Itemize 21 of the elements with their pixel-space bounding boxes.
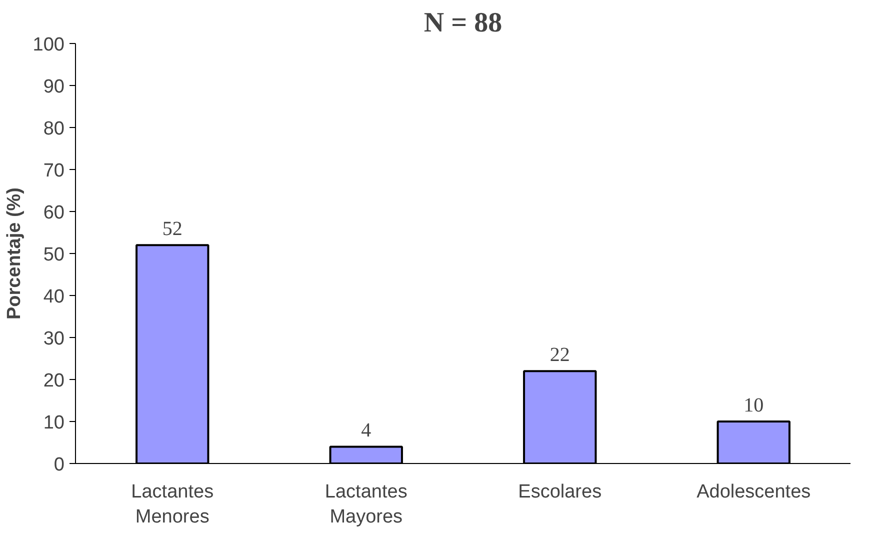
chart-title: N = 88	[424, 8, 502, 38]
x-tick-label: Adolescentes	[696, 482, 811, 502]
data-label: 4	[361, 420, 372, 442]
y-tick-label: 60	[43, 202, 65, 224]
y-tick-label: 0	[54, 454, 65, 476]
data-label: 52	[162, 218, 182, 240]
y-tick-label: 70	[43, 160, 65, 182]
y-tick-label: 80	[43, 118, 65, 140]
y-tick-label: 100	[32, 34, 64, 56]
x-tick-label: Escolares	[518, 482, 602, 502]
y-tick-label: 10	[43, 412, 65, 434]
y-tick-label: 30	[43, 328, 65, 350]
y-tick-label: 20	[43, 370, 65, 392]
x-tick-label: Lactantes Menores	[131, 482, 214, 528]
data-label: 22	[550, 344, 570, 366]
y-tick-label: 40	[43, 286, 65, 308]
y-axis-title: Porcentaje (%)	[4, 188, 25, 320]
y-tick-label: 50	[43, 244, 65, 266]
data-label: 10	[744, 394, 764, 416]
x-tick-label: Lactantes Mayores	[324, 482, 408, 528]
y-tick-label: 90	[43, 76, 65, 98]
